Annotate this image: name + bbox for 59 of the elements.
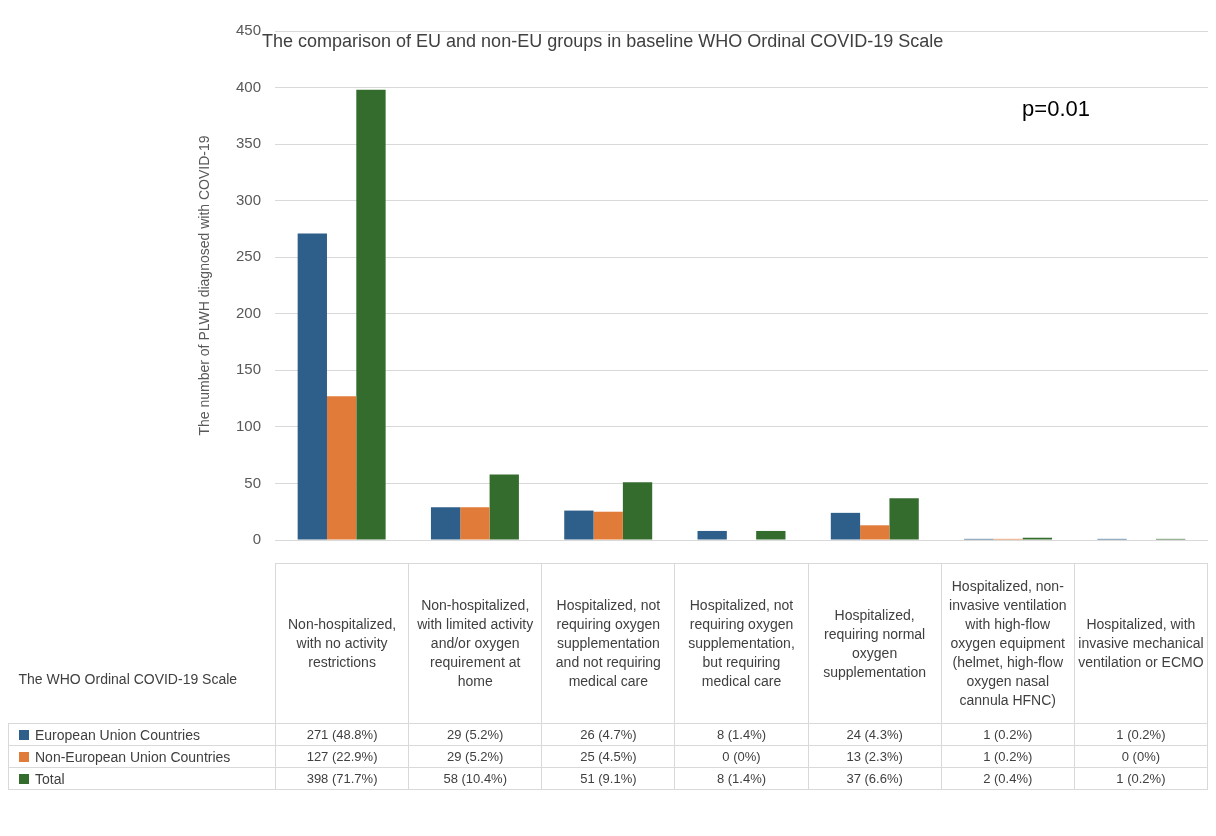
x-tick-label: Hospitalized, with invasive mechanical ventilation or ECMO — [1074, 563, 1208, 724]
data-label: 58 (10.4%) — [408, 767, 542, 790]
data-label: 37 (6.6%) — [808, 767, 942, 790]
bar — [564, 510, 594, 540]
y-tick-label: 150 — [235, 360, 261, 378]
chart-title: The comparison of EU and non-EU groups in baseline WHO Ordinal COVID-19 Scale — [262, 30, 944, 51]
y-tick-label: 350 — [235, 134, 261, 152]
data-label: 24 (4.3%) — [808, 723, 942, 746]
data-label: 271 (48.8%) — [275, 723, 409, 746]
bar — [622, 482, 653, 540]
data-label: 51 (9.1%) — [541, 767, 675, 790]
data-label: 1 (0.2%) — [941, 723, 1075, 746]
y-tick-label: 450 — [235, 21, 261, 39]
y-tick-label: 50 — [244, 473, 261, 491]
bar — [756, 530, 786, 540]
bar — [593, 511, 623, 540]
y-tick-label: 200 — [235, 303, 261, 321]
data-label: 398 (71.7%) — [275, 767, 409, 790]
legend-label: European Union Countries — [8, 723, 276, 746]
data-label: 25 (4.5%) — [541, 745, 675, 768]
y-tick-label: 300 — [235, 190, 261, 208]
x-tick-label: Hospitalized, not requiring oxygen supplementation, but requiring medical care — [674, 563, 809, 724]
x-tick-label: Non-hospitalized, with no activity restrictions — [275, 563, 409, 724]
bar — [430, 507, 461, 540]
bar — [697, 530, 727, 540]
bar — [460, 507, 490, 540]
bar — [860, 525, 890, 540]
y-tick-label: 100 — [235, 417, 261, 435]
data-label: 0 (0%) — [674, 745, 809, 768]
x-tick-label: Hospitalized, not requiring oxygen supplementation and not requiring medical care — [541, 563, 675, 724]
bar — [489, 474, 519, 540]
data-label: 1 (0.2%) — [941, 745, 1075, 768]
annotation: p=0.01 — [1022, 96, 1090, 122]
data-label: 1 (0.2%) — [1074, 767, 1208, 790]
data-label: 26 (4.7%) — [541, 723, 675, 746]
bar — [297, 233, 327, 540]
x-tick-label: Hospitalized, non-invasive ventilation with high-flow oxygen equipment (helmet, high-flow oxygen nasal cannula HFNC) — [941, 563, 1075, 724]
data-label: 13 (2.3%) — [808, 745, 942, 768]
y-tick-label: 400 — [235, 77, 261, 95]
bar — [830, 512, 861, 540]
data-label: 2 (0.4%) — [941, 767, 1075, 790]
data-label: 0 (0%) — [1074, 745, 1208, 768]
bar — [356, 89, 386, 540]
legend-label: Non-European Union Countries — [8, 745, 276, 768]
y-tick-label: 0 — [252, 530, 261, 548]
data-label: 8 (1.4%) — [674, 723, 809, 746]
bar — [326, 396, 357, 540]
data-label: 29 (5.2%) — [408, 723, 542, 746]
bar — [889, 498, 919, 540]
x-tick-label: Non-hospitalized, with limited activity and/or oxygen requirement at home — [408, 563, 542, 724]
data-label: 1 (0.2%) — [1074, 723, 1208, 746]
y-axis-title: The number of PLWH diagnosed with COVID-19 — [196, 135, 213, 436]
x-axis-title: The WHO Ordinal COVID-19 Scale — [8, 563, 276, 724]
data-label: 29 (5.2%) — [408, 745, 542, 768]
data-label: 8 (1.4%) — [674, 767, 809, 790]
legend-label: Total — [8, 767, 276, 790]
y-tick-label: 250 — [235, 247, 261, 265]
data-label: 127 (22.9%) — [275, 745, 409, 768]
x-tick-label: Hospitalized, requiring normal oxygen supplementation — [808, 563, 942, 724]
